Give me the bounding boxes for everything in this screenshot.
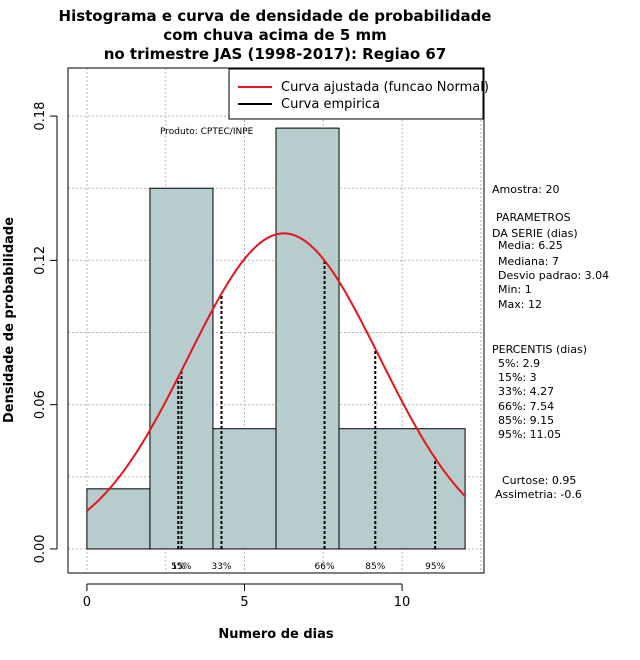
y-axis-title: Densidade de probabilidade xyxy=(2,217,17,423)
stat-min: Min: 1 xyxy=(498,283,532,296)
percentile-label: 5% xyxy=(171,562,186,572)
percentil-66: 66%: 7.54 xyxy=(498,400,554,413)
parametros-title-1: PARAMETROS xyxy=(496,211,571,224)
chart-title-line-1: Histograma e curva de densidade de proba… xyxy=(59,7,492,25)
percentil-95: 95%: 11.05 xyxy=(498,428,561,441)
stat-desvio: Desvio padrao: 3.04 xyxy=(498,269,609,282)
percentile-label: 95% xyxy=(425,562,445,572)
chart-title-line-2: com chuva acima de 5 mm xyxy=(163,26,387,44)
percentil-85: 85%: 9.15 xyxy=(498,414,554,427)
stat-curtose: Curtose: 0.95 xyxy=(502,474,576,487)
stat-mediana: Mediana: 7 xyxy=(498,255,559,268)
x-tick-label: 5 xyxy=(240,595,248,610)
histogram-bar xyxy=(275,127,340,550)
legend-label-empirical: Curva empirica xyxy=(281,97,380,112)
percentile-lines xyxy=(177,260,437,549)
percentile-label: 33% xyxy=(211,562,231,572)
histogram-bar xyxy=(212,428,277,550)
x-axis: 0 5 10 xyxy=(83,583,411,610)
percentil-5: 5%: 2.9 xyxy=(498,357,540,370)
percentile-label: 15% xyxy=(171,562,191,572)
y-tick-label: 0.00 xyxy=(33,534,48,563)
percentis-title: PERCENTIS (dias) xyxy=(492,343,587,356)
x-tick-label: 0 xyxy=(83,595,91,610)
product-annotation: Produto: CPTEC/INPE xyxy=(160,127,254,137)
percentile-label: 66% xyxy=(315,562,335,572)
stat-amostra: Amostra: 20 xyxy=(492,183,559,196)
parametros-title-2: DA SERIE (dias) xyxy=(492,227,578,240)
y-tick-label: 0.12 xyxy=(33,246,48,275)
normal-curve-line xyxy=(86,232,466,512)
percentile-labels: 5%15% 33% 66% 85% 95% xyxy=(171,562,445,572)
x-tick-label: 10 xyxy=(394,595,411,610)
x-axis-title: Numero de dias xyxy=(218,627,334,642)
histogram-bar xyxy=(86,488,151,550)
stat-media: Media: 6.25 xyxy=(498,239,563,252)
percentil-33: 33%: 4.27 xyxy=(498,385,554,398)
plot-frame xyxy=(67,67,485,574)
histogram-bar xyxy=(338,428,466,550)
percentil-15: 15%: 3 xyxy=(498,371,537,384)
histogram-bars xyxy=(86,127,466,550)
percentile-label: 85% xyxy=(365,562,385,572)
legend-label-normal: Curva ajustada (funcao Normal) xyxy=(281,80,489,95)
stats-panel: Amostra: 20 PARAMETROS DA SERIE (dias) M… xyxy=(492,183,609,501)
legend: Curva ajustada (funcao Normal) Curva emp… xyxy=(228,68,489,120)
y-tick-label: 0.18 xyxy=(33,102,48,131)
y-tick-label: 0.06 xyxy=(33,390,48,419)
chart-title-line-3: no trimestre JAS (1998-2017): Regiao 67 xyxy=(104,45,447,63)
legend-box xyxy=(228,68,484,120)
stat-assimetria: Assimetria: -0.6 xyxy=(495,488,582,501)
y-axis: 0.00 0.06 0.12 0.18 xyxy=(33,102,58,563)
stat-max: Max: 12 xyxy=(498,298,542,311)
chart-title: Histograma e curva de densidade de proba… xyxy=(59,7,492,63)
